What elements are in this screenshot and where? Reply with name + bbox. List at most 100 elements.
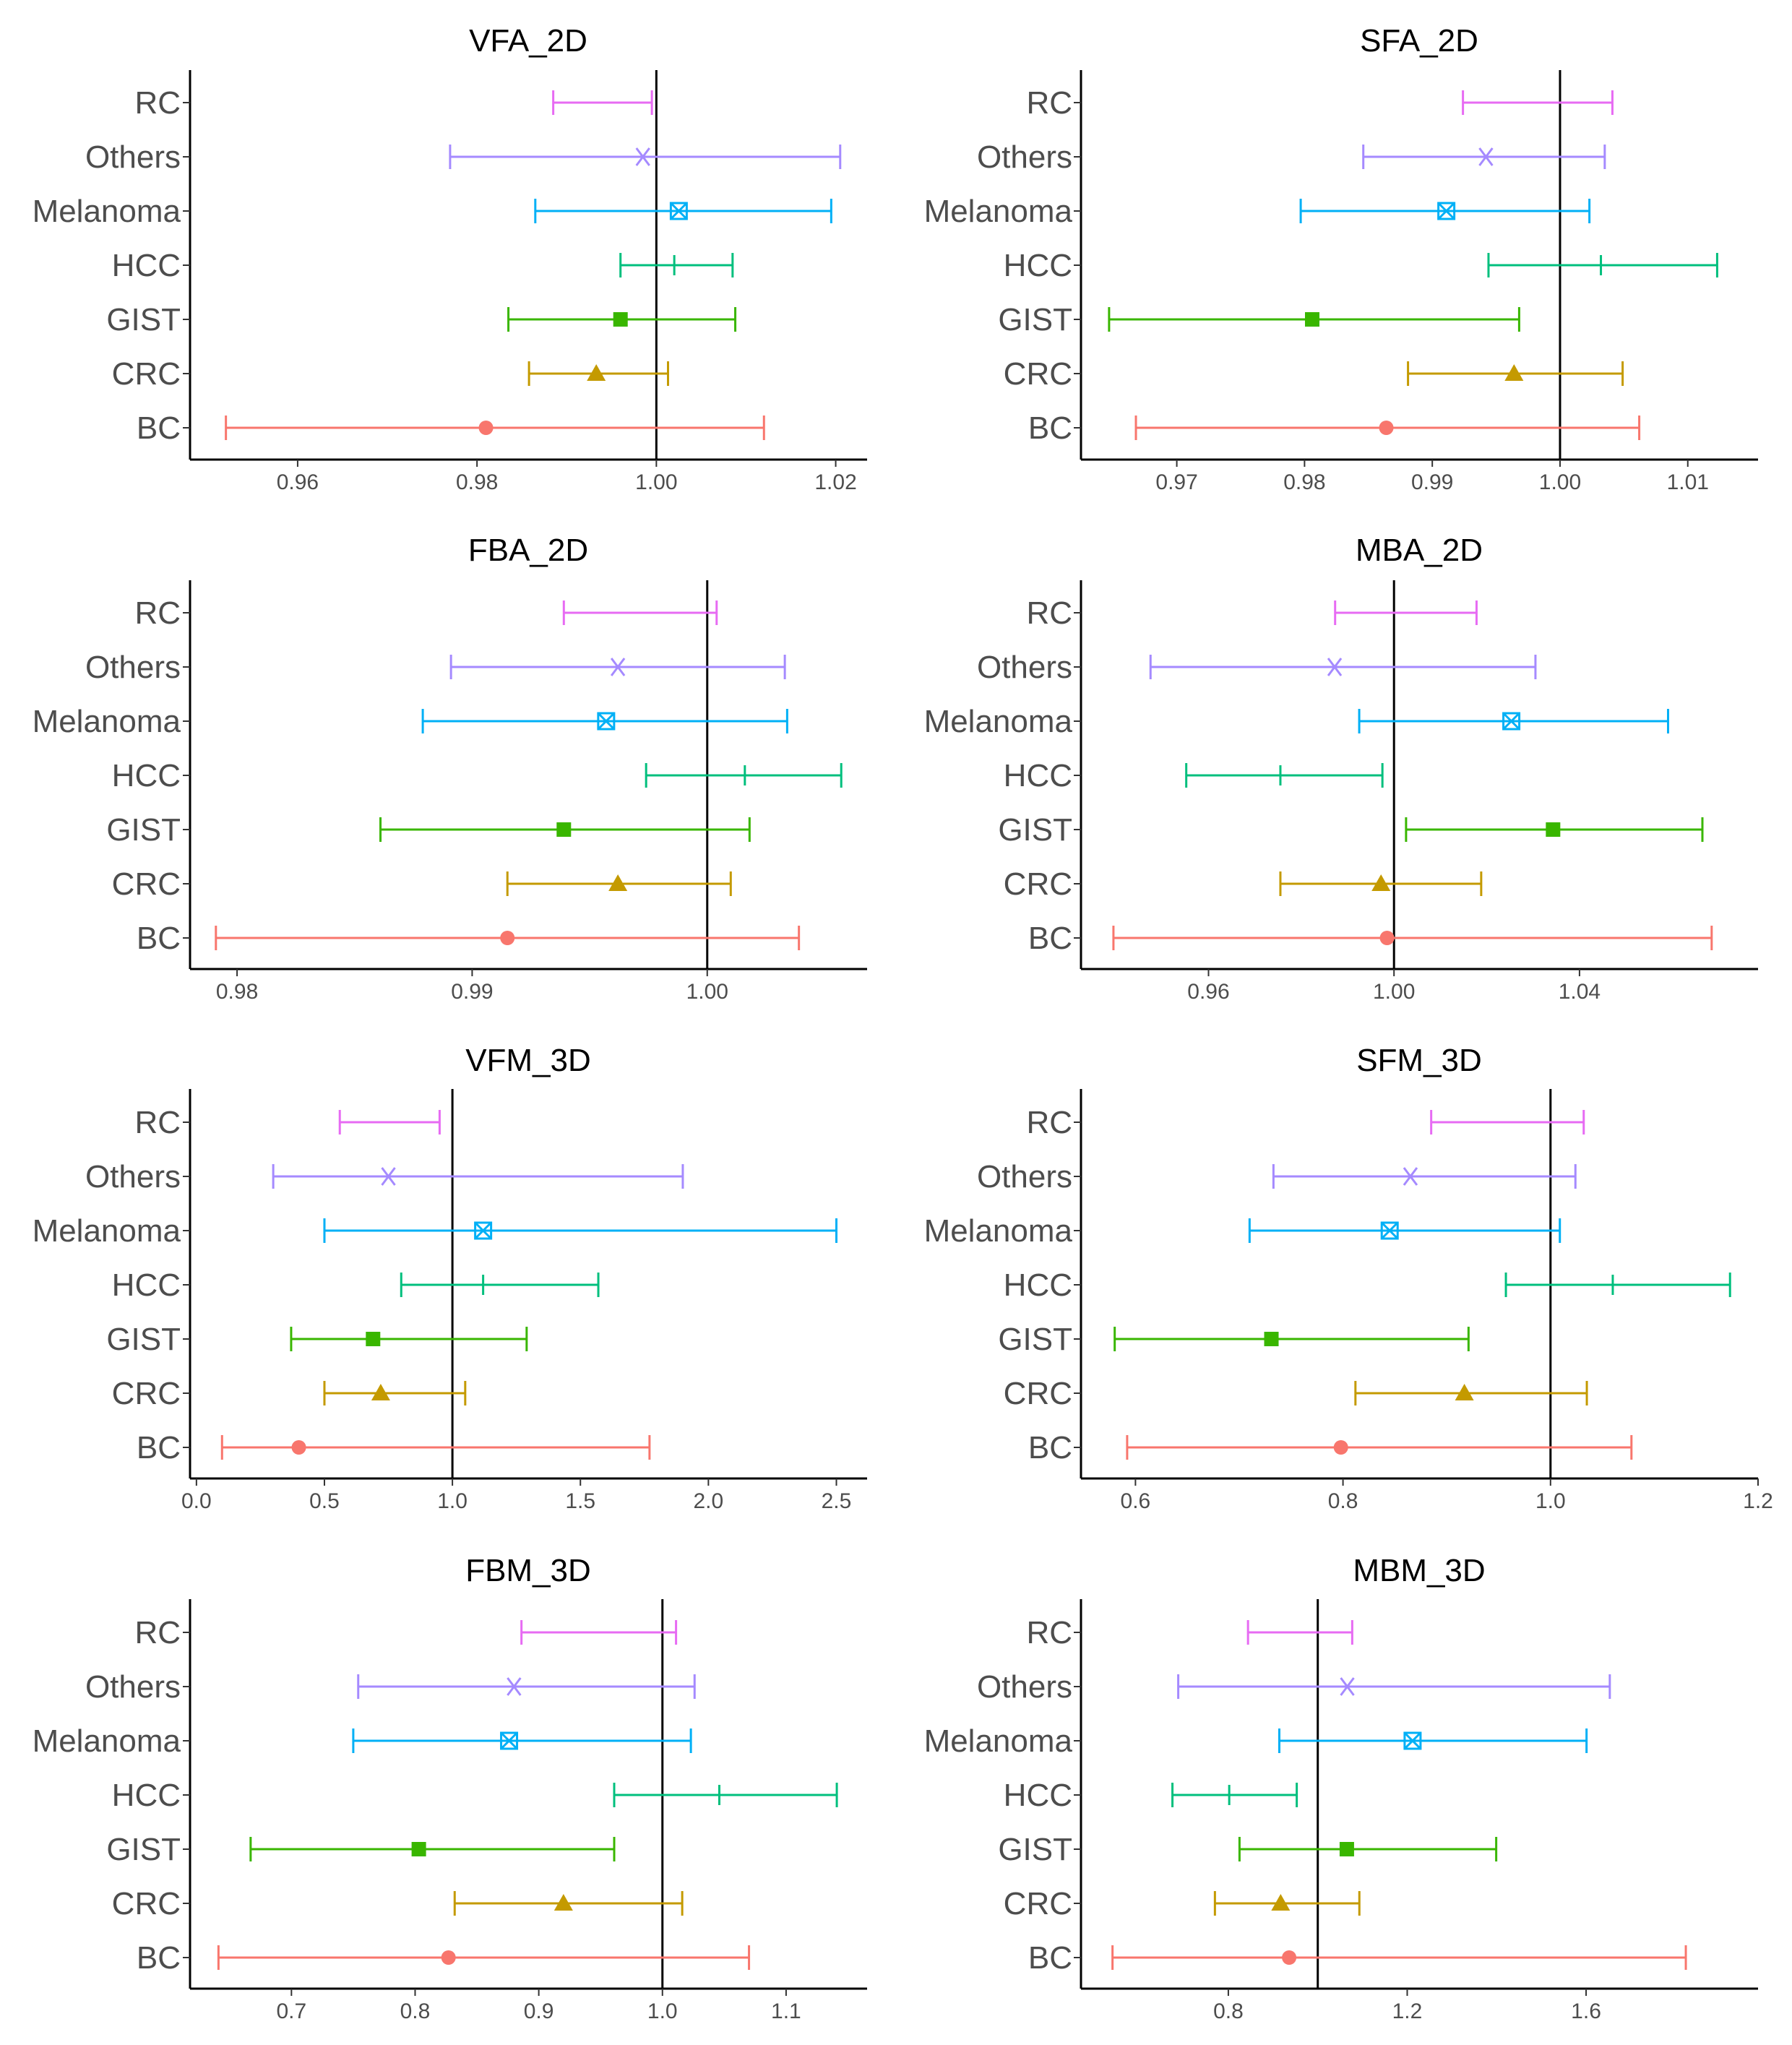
x-tick-label: 1.04: [1559, 980, 1601, 1004]
estimate-point-gist: [411, 1842, 426, 1856]
estimate-point-others: [504, 1677, 524, 1696]
y-tick-label-bc: BC: [1028, 921, 1072, 956]
estimate-point-gist: [1339, 1842, 1354, 1856]
x-tick-label: 1.00: [1373, 980, 1415, 1004]
y-tick-label-others: Others: [85, 1159, 181, 1194]
panel-vfa-2d: VFA_2D 0.96 0.98 1.00 1.02 RC Others Melanoma HC…: [33, 23, 867, 494]
panel-mbm-3d: MBM_3D 0.8 1.2 1.6 RC Others Melanoma HCC GIST CR…: [924, 1553, 1758, 2023]
x-tick-label: 1.0: [437, 1489, 468, 1513]
estimate-point-melanoma: [669, 202, 688, 220]
x-tick-label: 0.99: [1411, 470, 1453, 494]
x-tick-label: 0.98: [1283, 470, 1325, 494]
panel-title: SFM_3D: [1356, 1043, 1482, 1078]
y-tick-label-melanoma: Melanoma: [33, 1723, 181, 1759]
estimate-point-gist: [613, 312, 628, 327]
y-tick-label-others: Others: [977, 650, 1072, 685]
y-tick-label-rc: RC: [1026, 1615, 1072, 1650]
y-tick-label-crc: CRC: [112, 866, 181, 902]
y-tick-label-crc: CRC: [112, 1886, 181, 1921]
estimate-point-crc: [1271, 1894, 1291, 1911]
x-tick-label: 0.99: [451, 980, 493, 1004]
panel-title: VFM_3D: [465, 1043, 591, 1078]
x-tick-label: 1.00: [1539, 470, 1581, 494]
panel-title: FBA_2D: [468, 533, 588, 568]
x-tick-label: 2.0: [694, 1489, 724, 1513]
y-tick-label-others: Others: [85, 139, 181, 175]
estimate-point-crc: [1504, 364, 1524, 381]
y-tick-label-rc: RC: [1026, 85, 1072, 121]
x-tick-label: 1.0: [647, 1999, 678, 2023]
x-tick-label: 0.96: [1187, 980, 1229, 1004]
y-tick-label-bc: BC: [1028, 410, 1072, 446]
x-tick-label: 0.97: [1155, 470, 1197, 494]
estimate-point-bc: [291, 1440, 306, 1455]
x-tick-label: 1.00: [686, 980, 728, 1004]
estimate-point-hcc: [1590, 255, 1611, 275]
y-tick-label-gist: GIST: [106, 302, 181, 337]
x-tick-label: 0.9: [524, 1999, 554, 2023]
y-tick-label-crc: CRC: [1004, 1886, 1072, 1921]
estimate-point-hcc: [1219, 1785, 1240, 1805]
estimate-point-bc: [1379, 421, 1394, 435]
estimate-point-others: [1325, 658, 1345, 676]
y-tick-label-melanoma: Melanoma: [33, 704, 181, 739]
estimate-point-crc: [587, 364, 606, 381]
y-tick-label-rc: RC: [1026, 595, 1072, 631]
estimate-point-melanoma: [1403, 1731, 1422, 1750]
y-tick-label-hcc: HCC: [112, 248, 181, 283]
estimate-point-gist: [1304, 312, 1319, 327]
y-tick-label-crc: CRC: [112, 1376, 181, 1411]
y-tick-label-melanoma: Melanoma: [33, 1213, 181, 1249]
estimate-point-melanoma: [500, 1731, 519, 1750]
y-tick-label-hcc: HCC: [1004, 758, 1072, 793]
y-tick-label-gist: GIST: [998, 1322, 1072, 1357]
x-tick-label: 1.6: [1571, 1999, 1601, 2023]
y-tick-label-melanoma: Melanoma: [924, 1213, 1073, 1249]
x-tick-label: 0.8: [400, 1999, 431, 2023]
estimate-point-melanoma: [1380, 1221, 1399, 1240]
estimate-point-crc: [1455, 1384, 1474, 1400]
y-tick-label-others: Others: [85, 650, 181, 685]
estimate-point-crc: [553, 1894, 573, 1911]
x-tick-label: 1.5: [565, 1489, 595, 1513]
estimate-point-bc: [500, 931, 515, 945]
y-tick-label-rc: RC: [134, 1615, 181, 1650]
y-tick-label-hcc: HCC: [1004, 1778, 1072, 1813]
estimate-point-bc: [1333, 1440, 1348, 1455]
estimate-point-hcc: [1602, 1275, 1623, 1295]
y-tick-label-gist: GIST: [106, 1832, 181, 1867]
estimate-point-hcc: [1270, 765, 1291, 785]
estimate-point-others: [1476, 147, 1496, 166]
x-tick-label: 0.98: [456, 470, 498, 494]
estimate-point-gist: [1546, 822, 1561, 837]
panel-sfa-2d: SFA_2D 0.97 0.98 0.99 1.00 1.01 RC Others Melano…: [924, 23, 1758, 494]
y-tick-label-bc: BC: [137, 1940, 181, 1976]
estimate-point-others: [608, 658, 628, 676]
estimate-point-crc: [608, 874, 628, 891]
panel-fba-2d: FBA_2D 0.98 0.99 1.00 RC Others Melanoma HCC GIS…: [33, 533, 867, 1004]
y-tick-label-hcc: HCC: [1004, 1267, 1072, 1303]
x-tick-label: 0.8: [1328, 1489, 1358, 1513]
x-tick-label: 1.1: [771, 1999, 801, 2023]
estimate-point-bc: [478, 421, 494, 435]
y-tick-label-melanoma: Melanoma: [924, 194, 1073, 229]
x-tick-label: 2.5: [822, 1489, 852, 1513]
y-tick-label-crc: CRC: [112, 356, 181, 392]
y-tick-label-crc: CRC: [1004, 356, 1072, 392]
estimate-point-others: [1337, 1677, 1357, 1696]
y-tick-label-bc: BC: [1028, 1940, 1072, 1976]
y-tick-label-hcc: HCC: [112, 758, 181, 793]
y-tick-label-hcc: HCC: [1004, 248, 1072, 283]
y-tick-label-others: Others: [977, 1159, 1072, 1194]
panel-vfm-3d: VFM_3D 0.0 0.5 1.0 1.5 2.0 2.5 RC Others Melanoma…: [33, 1043, 867, 1513]
x-tick-label: 1.01: [1667, 470, 1709, 494]
panel-title: VFA_2D: [469, 23, 587, 59]
estimate-point-gist: [366, 1332, 381, 1346]
estimate-point-hcc: [664, 255, 685, 275]
panel-fbm-3d: FBM_3D 0.7 0.8 0.9 1.0 1.1 RC Others Melanoma HCC…: [33, 1553, 867, 2023]
y-tick-label-rc: RC: [134, 1105, 181, 1140]
y-tick-label-others: Others: [977, 139, 1072, 175]
x-tick-label: 0.8: [1213, 1999, 1244, 2023]
estimate-point-bc: [1282, 1950, 1297, 1965]
